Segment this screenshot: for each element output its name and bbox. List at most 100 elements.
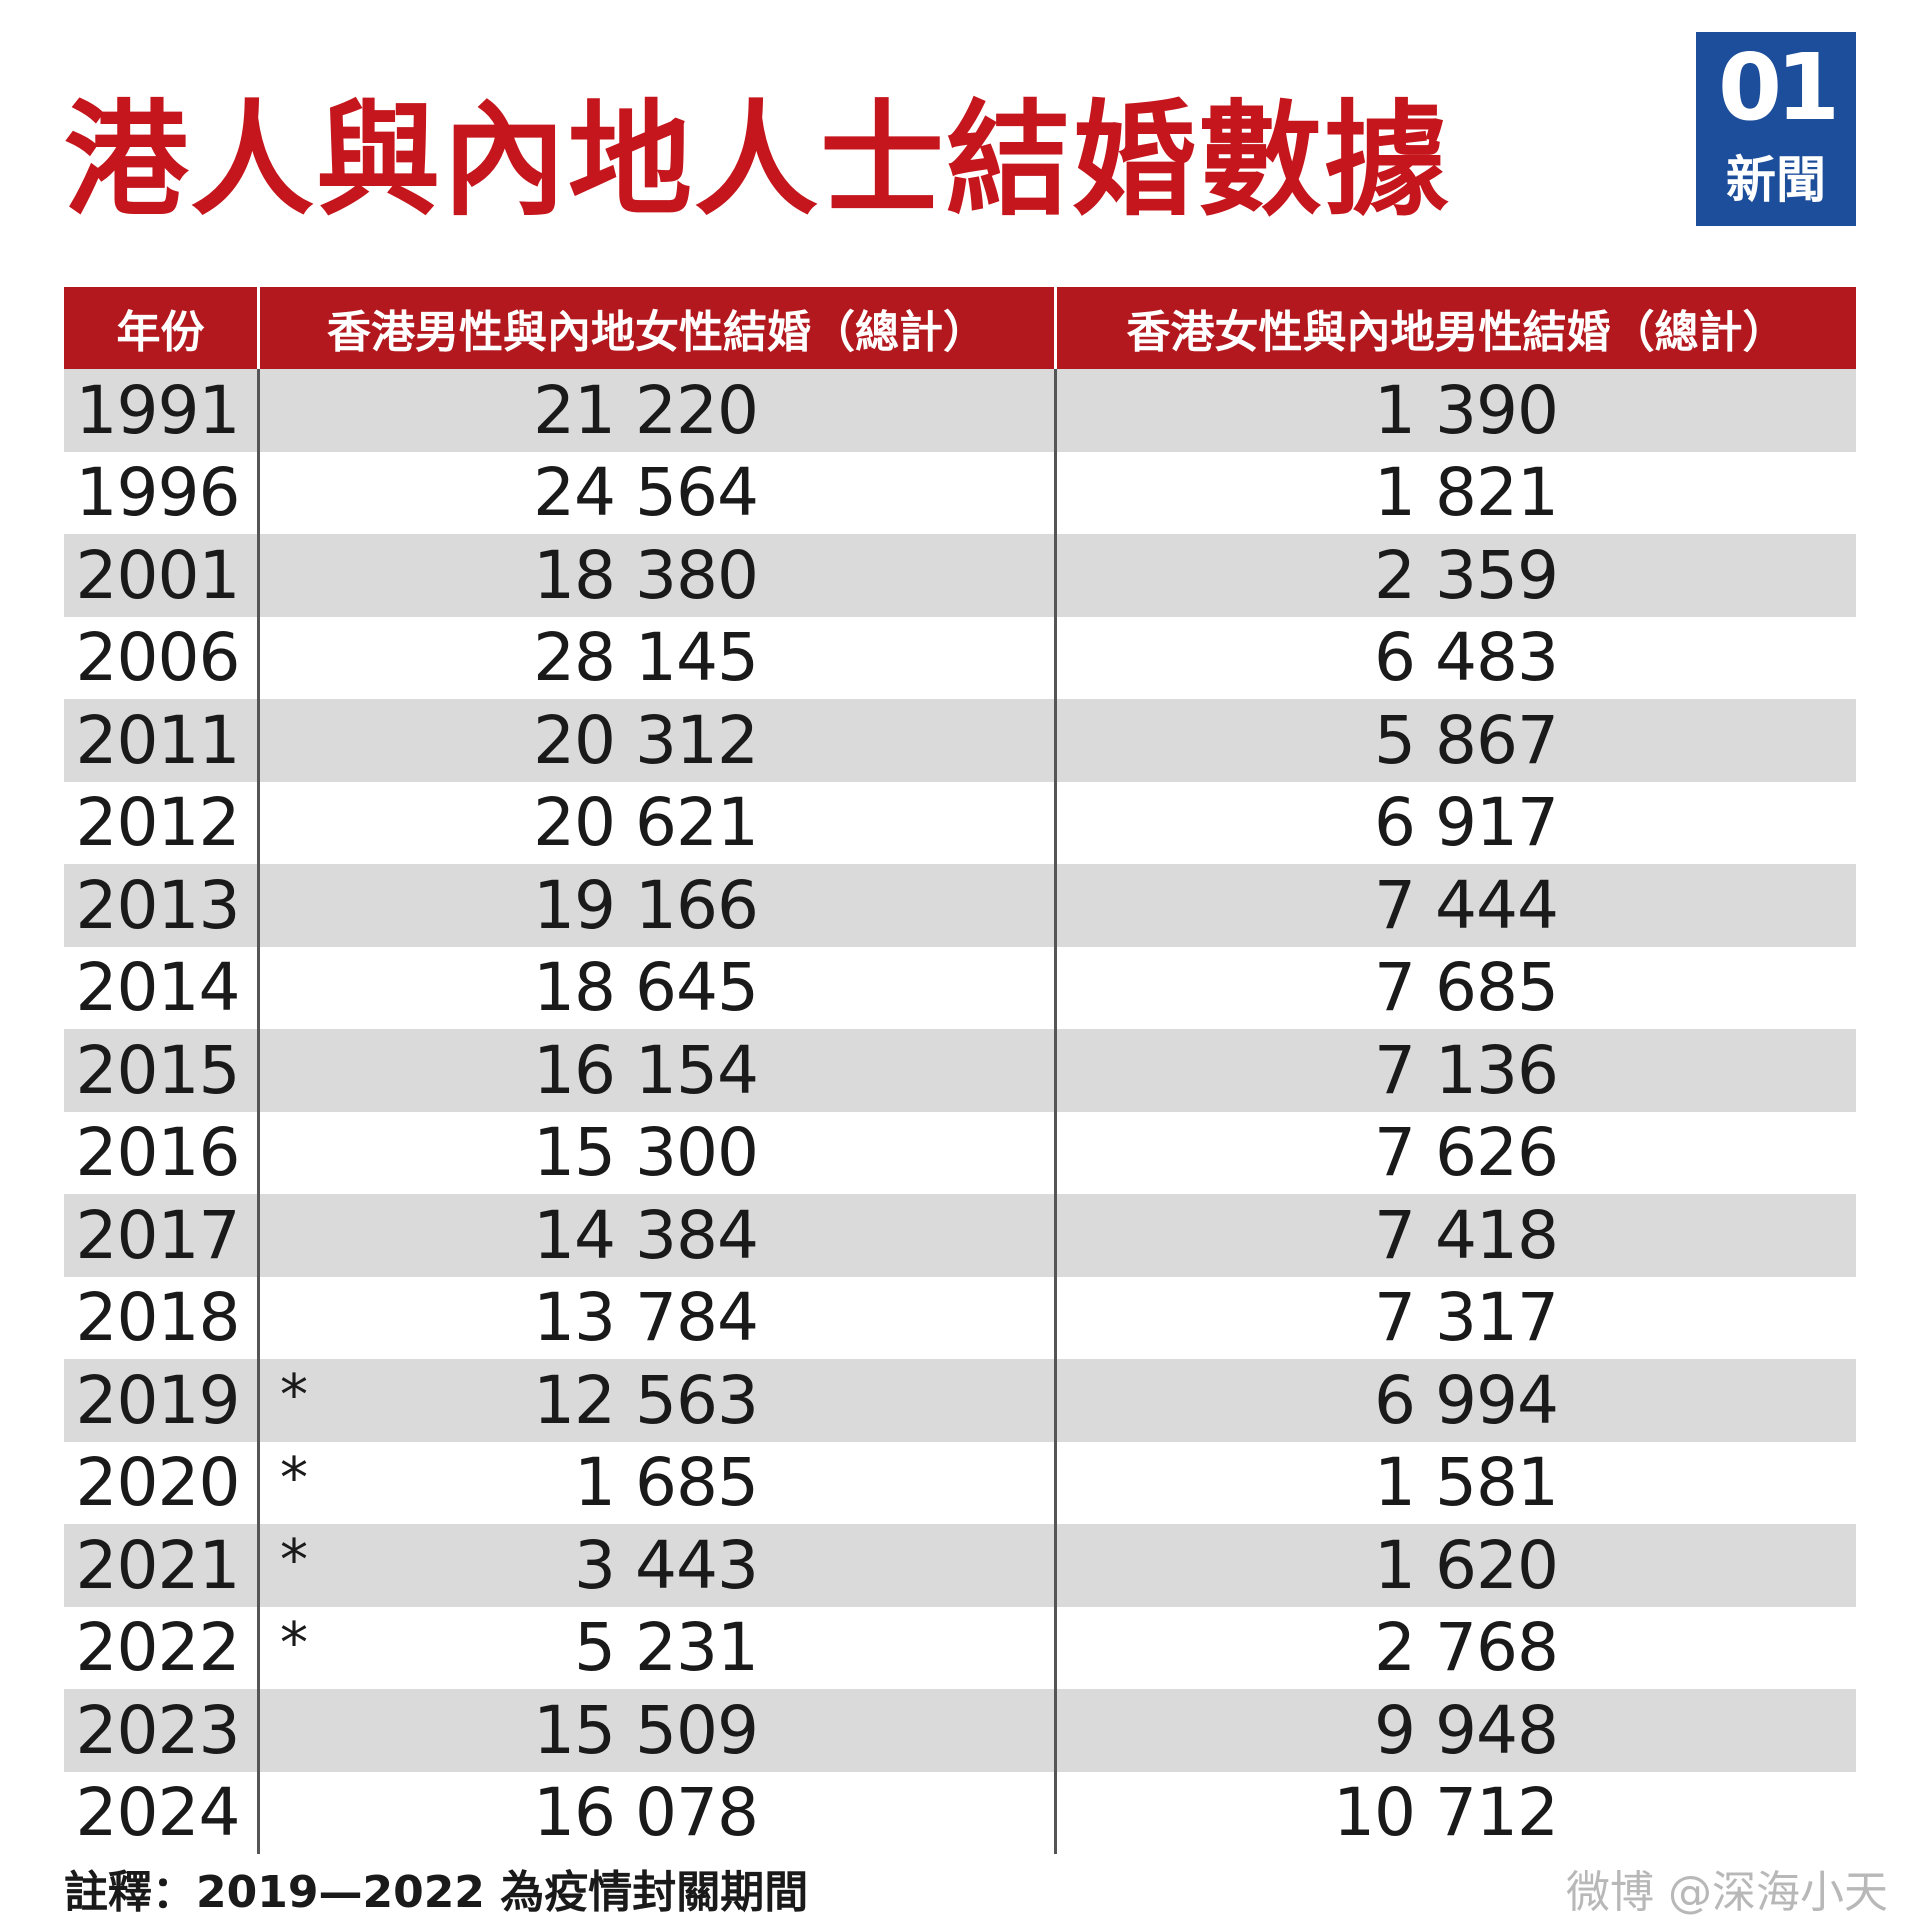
hk-men-value: 16 154 <box>533 1031 759 1109</box>
hk-men-cell: * 12 563 <box>257 1359 1054 1442</box>
table-row: 2020 * 1 685 1 581 <box>64 1441 1856 1524</box>
table-row: 2014 18 645 7 685 <box>64 946 1856 1029</box>
hk-men-cell: 13 784 <box>257 1276 1054 1359</box>
hk-men-value: 16 078 <box>533 1774 759 1852</box>
hk-men-cell: 16 154 <box>257 1029 1054 1112</box>
logo-mark: 01 <box>1717 34 1840 141</box>
hk-men-value: 18 645 <box>533 949 759 1027</box>
year-cell: 2024 <box>75 1774 241 1852</box>
hk-women-cell: 6 483 <box>1054 616 1856 699</box>
table-header: 年份 香港男性與內地女性結婚（總計） 香港女性與內地男性結婚（總計） <box>64 287 1856 369</box>
hk-men-cell: * 3 443 <box>257 1524 1054 1607</box>
table-row: 2013 19 166 7 444 <box>64 864 1856 947</box>
year-cell: 1996 <box>75 454 241 532</box>
hk-women-cell: 1 821 <box>1054 451 1856 534</box>
footnote: 註釋：2019—2022 為疫情封關期間 <box>64 1867 809 1918</box>
table-row: 2022 * 5 231 2 768 <box>64 1606 1856 1689</box>
table-row: 2015 16 154 7 136 <box>64 1029 1856 1112</box>
lockdown-marker: * <box>280 1363 308 1428</box>
hk-men-cell: 16 078 <box>257 1771 1054 1854</box>
hk-men-cell: * 1 685 <box>257 1441 1054 1524</box>
hk-men-value: 13 784 <box>533 1279 759 1357</box>
hk-men-value: 15 509 <box>533 1691 759 1769</box>
table-row: 2006 28 145 6 483 <box>64 616 1856 699</box>
year-cell: 2021 <box>75 1526 241 1604</box>
table-row: 2018 13 784 7 317 <box>64 1276 1856 1359</box>
hk-men-value: 5 231 <box>574 1609 759 1687</box>
hk-women-cell: 9 948 <box>1054 1689 1856 1772</box>
hk-women-cell: 2 359 <box>1054 534 1856 617</box>
year-cell: 2019 <box>75 1361 241 1439</box>
hk-women-cell: 2 768 <box>1054 1606 1856 1689</box>
year-cell: 2017 <box>75 1196 241 1274</box>
hk-women-cell: 6 917 <box>1054 781 1856 864</box>
lockdown-marker: * <box>280 1610 308 1676</box>
table-row: 2001 18 380 2 359 <box>64 534 1856 617</box>
hk-women-cell: 7 418 <box>1054 1194 1856 1277</box>
header-hk-women: 香港女性與內地男性結婚（總計） <box>1054 287 1856 369</box>
logo-text: 新聞 <box>1726 151 1826 209</box>
hk-women-value: 7 444 <box>1374 866 1559 944</box>
hk-women-cell: 6 994 <box>1054 1359 1856 1442</box>
header-year: 年份 <box>116 307 205 358</box>
year-cell: 2022 <box>75 1609 241 1687</box>
year-cell: 2001 <box>75 536 241 614</box>
hk-women-value: 1 390 <box>1374 371 1559 449</box>
table-row: 1996 24 564 1 821 <box>64 451 1856 534</box>
hk-women-value: 6 994 <box>1374 1361 1559 1439</box>
table-row: 1991 21 220 1 390 <box>64 369 1856 452</box>
hk-men-cell: 14 384 <box>257 1194 1054 1277</box>
hk-women-value: 2 768 <box>1374 1609 1559 1687</box>
hk-men-value: 1 685 <box>574 1444 759 1522</box>
hk-men-cell: 20 621 <box>257 781 1054 864</box>
hk-men-cell: 15 509 <box>257 1689 1054 1772</box>
marriage-table: 年份 香港男性與內地女性結婚（總計） 香港女性與內地男性結婚（總計） 1991 2… <box>64 287 1856 1854</box>
hk-women-value: 1 821 <box>1374 454 1559 532</box>
header-hk-men: 香港男性與內地女性結婚（總計） <box>257 287 1054 369</box>
year-cell: 2006 <box>75 619 241 697</box>
hk-women-cell: 7 136 <box>1054 1029 1856 1112</box>
hk-women-value: 6 483 <box>1374 619 1559 697</box>
hk-women-cell: 10 712 <box>1054 1771 1856 1854</box>
hk-men-value: 15 300 <box>533 1114 759 1192</box>
table-row: 2021 * 3 443 1 620 <box>64 1524 1856 1607</box>
year-cell: 2020 <box>75 1444 241 1522</box>
hk-women-cell: 1 620 <box>1054 1524 1856 1607</box>
table-row: 2016 15 300 7 626 <box>64 1111 1856 1194</box>
news-logo: 01 新聞 <box>1696 32 1856 226</box>
year-cell: 1991 <box>75 371 241 449</box>
hk-men-value: 3 443 <box>574 1526 759 1604</box>
hk-men-cell: 20 312 <box>257 699 1054 782</box>
hk-women-value: 2 359 <box>1374 536 1559 614</box>
hk-men-value: 20 312 <box>533 701 759 779</box>
year-cell: 2018 <box>75 1279 241 1357</box>
hk-men-cell: 18 380 <box>257 534 1054 617</box>
table-row: 2012 20 621 6 917 <box>64 781 1856 864</box>
hk-women-value: 7 685 <box>1374 949 1559 1027</box>
hk-women-value: 10 712 <box>1333 1774 1559 1852</box>
year-cell: 2016 <box>75 1114 241 1192</box>
hk-women-cell: 7 444 <box>1054 864 1856 947</box>
hk-women-cell: 7 626 <box>1054 1111 1856 1194</box>
hk-men-cell: 15 300 <box>257 1111 1054 1194</box>
hk-men-value: 21 220 <box>533 371 759 449</box>
hk-women-value: 7 418 <box>1374 1196 1559 1274</box>
year-cell: 2012 <box>75 784 241 862</box>
hk-men-value: 12 563 <box>533 1361 759 1439</box>
hk-women-cell: 7 317 <box>1054 1276 1856 1359</box>
hk-women-value: 9 948 <box>1374 1691 1559 1769</box>
table-row: 2019 * 12 563 6 994 <box>64 1359 1856 1442</box>
hk-women-cell: 1 390 <box>1054 369 1856 452</box>
year-cell: 2023 <box>75 1691 241 1769</box>
year-cell: 2013 <box>75 866 241 944</box>
watermark: 微博 @深海小天 <box>1566 1867 1888 1918</box>
hk-women-value: 6 917 <box>1374 784 1559 862</box>
hk-men-value: 14 384 <box>533 1196 759 1274</box>
hk-men-value: 28 145 <box>533 619 759 697</box>
hk-men-value: 20 621 <box>533 784 759 862</box>
hk-men-cell: * 5 231 <box>257 1606 1054 1689</box>
hk-men-cell: 21 220 <box>257 369 1054 452</box>
hk-women-value: 1 620 <box>1374 1526 1559 1604</box>
hk-women-value: 7 317 <box>1374 1279 1559 1357</box>
